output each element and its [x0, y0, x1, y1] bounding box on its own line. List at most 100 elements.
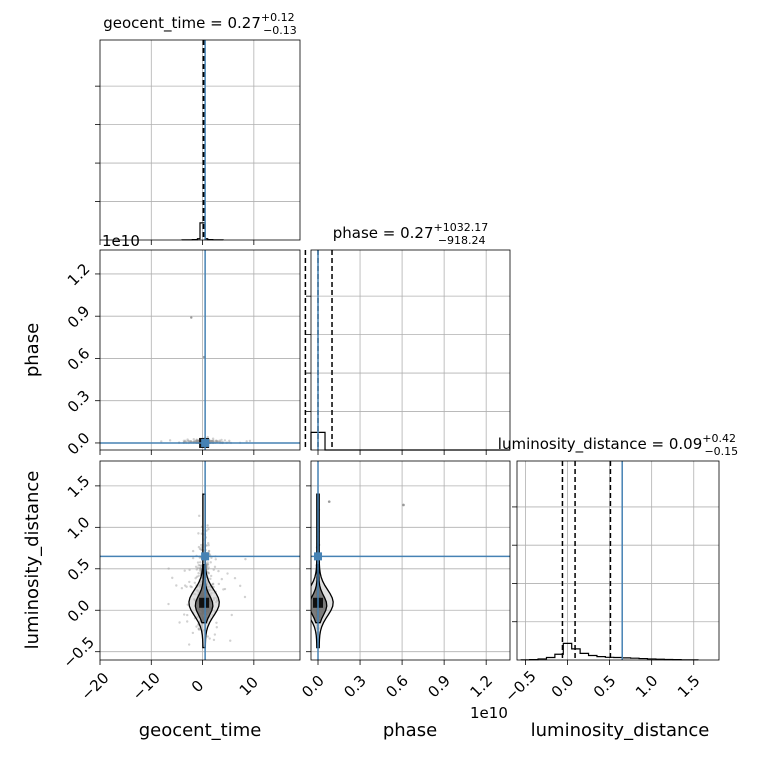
sample-point — [182, 439, 186, 443]
sample-point — [182, 613, 186, 616]
sample-point — [215, 440, 218, 443]
sample-point — [216, 439, 219, 443]
sample-point — [213, 633, 217, 636]
x-tick-label: 0 — [188, 677, 207, 696]
sample-point — [243, 595, 247, 599]
sample-point — [185, 585, 188, 588]
sample-point — [197, 627, 201, 630]
x-axis-label-phase: phase — [383, 720, 437, 741]
sample-point — [196, 439, 200, 443]
y-tick-label: 1.2 — [64, 260, 94, 290]
sample-point — [160, 440, 163, 443]
sample-point — [215, 621, 218, 625]
sample-point — [186, 613, 189, 617]
axes-frame — [99, 460, 301, 661]
sample-point — [197, 514, 201, 518]
sample-point — [199, 564, 203, 568]
sample-point — [223, 587, 227, 591]
sample-point — [192, 440, 195, 443]
sample-point — [217, 569, 220, 573]
sample-point — [183, 569, 186, 572]
sample-point — [195, 438, 198, 441]
sample-point — [206, 571, 209, 574]
sample-point — [213, 565, 217, 569]
y-axis-label-luminosity-distance: luminosity_distance — [22, 471, 43, 650]
x-tick-label: −20 — [77, 669, 112, 704]
histogram-luminosity_distance — [520, 642, 699, 661]
axes-frame — [516, 460, 720, 661]
sample-point — [186, 620, 189, 623]
sample-point — [186, 603, 189, 606]
sample-point — [208, 637, 211, 640]
axes-frame — [310, 249, 511, 451]
sample-point — [210, 439, 213, 443]
sample-point — [196, 561, 200, 564]
sample-point — [195, 440, 199, 443]
sample-point — [198, 547, 202, 551]
sample-point — [205, 529, 208, 532]
sample-point — [178, 621, 181, 624]
x-tick-label: 0.9 — [424, 672, 454, 702]
panel-geocent_time-vs-luminosity_distance: −0.5 0.0 0.5 1.0 1.5 — [59, 460, 301, 672]
sample-point — [230, 613, 233, 617]
sample-point — [167, 602, 170, 606]
sample-point — [197, 532, 200, 535]
sample-point — [197, 572, 200, 575]
y-axis-label-phase: phase — [22, 323, 43, 377]
sample-point — [199, 566, 202, 570]
sample-point — [193, 581, 197, 584]
sample-point — [191, 549, 195, 553]
sample-point — [206, 524, 209, 527]
sample-point — [197, 574, 200, 578]
sample-point — [210, 556, 213, 559]
sample-point — [190, 316, 193, 319]
sample-point — [206, 568, 210, 571]
sample-point — [198, 564, 202, 567]
contour-inner — [194, 563, 214, 624]
x-tick-label: 0.3 — [340, 672, 370, 702]
sample-point — [210, 439, 213, 443]
sample-point — [195, 439, 198, 443]
density-peak — [199, 597, 210, 608]
x-tick-label: 0.0 — [548, 672, 578, 702]
sample-point — [220, 438, 223, 442]
sample-point — [217, 582, 221, 586]
sample-point — [209, 561, 212, 564]
sample-point — [199, 567, 202, 570]
sample-point — [186, 439, 190, 443]
sample-point — [220, 577, 224, 581]
sample-point — [191, 556, 195, 560]
sample-point — [167, 567, 170, 570]
axes-frame — [99, 249, 301, 451]
truth-marker — [201, 552, 210, 561]
histogram-phase — [310, 431, 510, 451]
sample-point — [207, 544, 210, 547]
panel-content — [100, 461, 300, 660]
sample-point — [215, 626, 219, 629]
x-tick-label: 1.2 — [466, 672, 496, 702]
sample-point — [206, 563, 209, 566]
x-offset-text-phase: 1e10 — [470, 704, 508, 722]
x-axis-label-luminosity-distance: luminosity_distance — [531, 720, 710, 741]
sample-point — [206, 635, 210, 638]
sample-point — [200, 546, 203, 549]
sample-point — [207, 566, 210, 569]
sample-point — [208, 440, 212, 443]
sample-point — [175, 584, 178, 587]
x-tick-label: 1.5 — [674, 672, 704, 702]
sample-point — [229, 639, 232, 642]
y-tick-label: 0.0 — [64, 429, 94, 459]
sample-point — [171, 576, 174, 580]
sample-point — [211, 582, 215, 586]
sample-point — [195, 439, 198, 443]
sample-point — [327, 500, 331, 503]
sample-point — [168, 439, 172, 442]
panel-title-phase: phase = 0.27+1032.17 −918.24 — [333, 221, 489, 247]
sample-point — [210, 439, 214, 443]
sample-point — [192, 438, 195, 441]
sample-point — [211, 440, 214, 443]
x-tick-label: 0.6 — [382, 672, 412, 702]
sample-point — [189, 440, 192, 443]
x-tick-label: 0.0 — [298, 672, 328, 702]
